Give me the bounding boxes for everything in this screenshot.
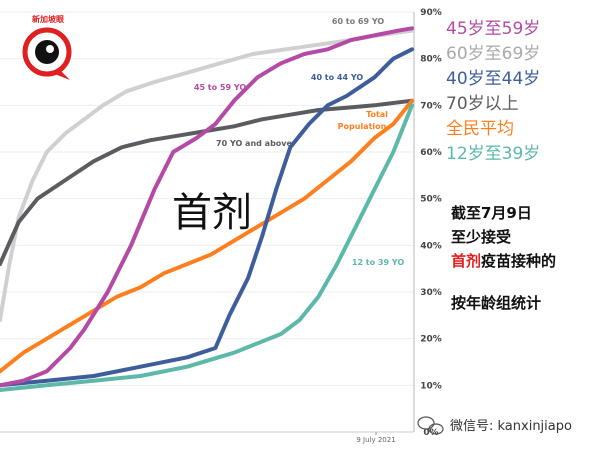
label-12-39: 12 to 39 YO [352, 258, 404, 267]
label-70-above: 70 YO and above [216, 139, 292, 148]
series-line-g4559 [0, 26, 414, 388]
y-tick-label: 60% [420, 148, 442, 158]
legend-item-g4044: 40岁至44岁 [446, 69, 540, 89]
y-tick-labels: 0%10%20%30%40%50%60%70%80%90% [420, 8, 442, 438]
label-total-line2: Population [338, 122, 387, 131]
legend-item-g1239: 12岁至39岁 [446, 144, 540, 164]
y-tick-label: 90% [420, 8, 442, 18]
side-note-line2: 至少接受 [451, 228, 511, 246]
brand-logo: 新加坡眼 [22, 14, 72, 80]
series-line-g70 [0, 98, 414, 266]
side-note-line3: 首剂疫苗接种的 [451, 252, 556, 270]
label-45-59: 45 to 59 YO [194, 83, 246, 92]
label-40-44: 40 to 44 YO [311, 73, 363, 82]
side-note-rest: 疫苗接种的 [481, 252, 556, 270]
legend-item-g4559: 45岁至59岁 [446, 19, 540, 39]
first-dose-label: 首剂 [172, 190, 252, 236]
logo-text: 新加坡眼 [32, 14, 64, 24]
y-tick-label: 50% [420, 195, 442, 205]
watermark-text: 微信号: kanxinjiapo [450, 419, 572, 434]
series-lines [0, 26, 414, 392]
series-line-g6069 [0, 28, 414, 322]
y-tick-label: 10% [420, 381, 442, 391]
legend-item-g70: 70岁以上 [446, 94, 519, 114]
wechat-icon [417, 416, 444, 435]
label-total-line1: Total [366, 110, 388, 119]
legend-item-g6069: 60岁至69岁 [446, 44, 540, 64]
legend-item-total: 全民平均 [446, 119, 514, 139]
side-note-red: 首剂 [451, 252, 481, 270]
series-line-total [0, 98, 414, 374]
y-tick-label: 80% [420, 55, 442, 65]
wechat-watermark: 微信号: kanxinjiapo [417, 416, 572, 435]
y-tick-label: 70% [420, 101, 442, 111]
eye-icon [46, 45, 54, 53]
label-60-69: 60 to 69 YO [332, 17, 384, 26]
side-note-line4: 按年龄组统计 [451, 294, 541, 312]
y-tick-label: 40% [420, 241, 442, 251]
y-tick-label: 20% [420, 335, 442, 345]
side-note-line1: 截至7月9日 [451, 204, 532, 222]
side-note: 截至7月9日 至少接受 首剂疫苗接种的 按年龄组统计 [451, 204, 556, 312]
series-line-g4044 [0, 47, 414, 388]
series-line-g1239 [0, 103, 414, 392]
x-tick-label: 9 July 2021 [356, 436, 395, 444]
y-tick-label: 30% [420, 288, 442, 298]
